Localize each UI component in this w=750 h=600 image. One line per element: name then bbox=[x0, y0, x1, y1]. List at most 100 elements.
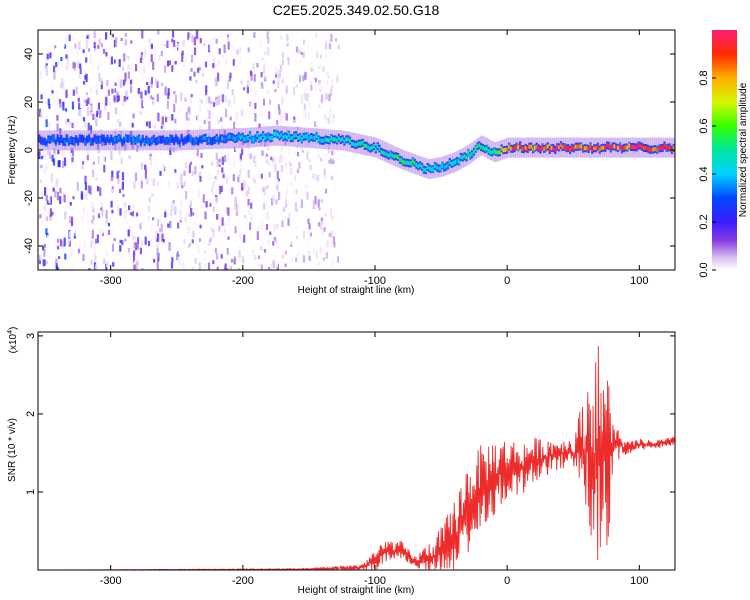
spectrogram-noise-cell bbox=[262, 98, 266, 106]
spectrogram-noise-cell bbox=[198, 262, 201, 270]
spectrogram-noise-cell bbox=[323, 174, 327, 180]
spectrogram-noise-cell bbox=[39, 214, 42, 219]
spectrogram-noise-cell bbox=[313, 121, 317, 127]
spectrogram-noise-cell bbox=[148, 62, 151, 68]
spectrogram-noise-cell bbox=[223, 44, 226, 54]
spectrogram-noise-cell bbox=[275, 262, 279, 268]
spectrogram-noise-cell bbox=[60, 239, 63, 247]
spectrogram-noise-cell bbox=[337, 45, 340, 49]
spectrogram-x-tick-label: -300 bbox=[100, 275, 122, 287]
spectrogram-signal-core bbox=[630, 145, 633, 149]
spectrogram-noise-cell bbox=[254, 89, 257, 97]
spectrogram-noise-cell bbox=[74, 67, 77, 71]
spectrogram-signal-core bbox=[113, 137, 117, 142]
spectrogram-noise-cell bbox=[85, 40, 88, 49]
spectrogram-noise-cell bbox=[64, 108, 68, 113]
spectrogram-noise-cell bbox=[110, 151, 113, 160]
spectrogram-noise-cell bbox=[286, 255, 289, 262]
spectrogram-signal-core bbox=[380, 149, 383, 154]
spectrogram-noise-cell bbox=[71, 101, 75, 110]
spectrogram-noise-cell bbox=[154, 62, 157, 68]
spectrogram-noise-cell bbox=[250, 214, 253, 222]
spectrogram-noise-cell bbox=[135, 76, 138, 84]
spectrogram-signal-core bbox=[308, 136, 311, 141]
spectrogram-noise-cell bbox=[315, 251, 318, 260]
spectrogram-signal-core bbox=[439, 166, 442, 171]
spectrogram-noise-cell bbox=[164, 209, 167, 218]
spectrogram-image bbox=[38, 30, 675, 270]
spectrogram-x-ticks: -300 -200 -100 0 100 bbox=[100, 30, 648, 287]
spectrogram-signal-core bbox=[297, 135, 300, 140]
spectrogram-noise-cell bbox=[71, 122, 74, 129]
spectrogram-noise-cell bbox=[89, 235, 92, 240]
spectrogram-signal-core bbox=[208, 138, 211, 143]
spectrogram-signal-core bbox=[300, 137, 304, 142]
spectrogram-x-tick-label: 100 bbox=[630, 275, 648, 287]
spectrogram-noise-cell bbox=[218, 161, 222, 165]
spectrogram-noise-cell bbox=[123, 42, 126, 46]
spectrogram-signal-core bbox=[119, 136, 122, 141]
spectrogram-noise-cell bbox=[139, 57, 142, 63]
spectrogram-noise-cell bbox=[334, 243, 337, 252]
spectrogram-noise-cell bbox=[221, 217, 224, 226]
spectrogram-noise-cell bbox=[289, 241, 292, 246]
spectrogram-noise-cell bbox=[111, 187, 114, 194]
spectrogram-noise-cell bbox=[317, 190, 320, 199]
snr-x-label: Height of straight line (km) bbox=[298, 585, 415, 596]
spectrogram-noise-cell bbox=[318, 92, 321, 100]
spectrogram-noise-cell bbox=[254, 154, 257, 162]
spectrogram-noise-cell bbox=[157, 112, 160, 122]
spectrogram-noise-cell bbox=[305, 93, 309, 101]
spectrogram-noise-cell bbox=[43, 248, 46, 257]
spectrogram-noise-cell bbox=[218, 48, 221, 55]
spectrogram-noise-cell bbox=[163, 65, 167, 73]
spectrogram-noise-cell bbox=[294, 81, 297, 86]
spectrogram-signal-core bbox=[500, 146, 503, 151]
spectrogram-signal-core bbox=[448, 160, 452, 165]
spectrogram-noise-cell bbox=[327, 53, 330, 62]
spectrogram-noise-cell bbox=[87, 33, 90, 40]
spectrogram-noise-cell bbox=[327, 214, 330, 221]
spectrogram-noise-cell bbox=[248, 101, 252, 107]
spectrogram-noise-cell bbox=[148, 121, 151, 129]
spectrogram-noise-cell bbox=[308, 250, 311, 259]
spectrogram-noise-cell bbox=[277, 178, 280, 182]
spectrogram-noise-cell bbox=[174, 94, 177, 104]
spectrogram-noise-cell bbox=[247, 47, 250, 53]
spectrogram-noise-cell bbox=[157, 252, 160, 262]
spectrogram-signal-core bbox=[95, 138, 98, 142]
spectrogram-noise-cell bbox=[93, 31, 96, 39]
spectrogram-noise-cell bbox=[105, 32, 108, 40]
spectrogram-noise-cell bbox=[212, 180, 215, 187]
spectrogram-signal-core bbox=[400, 158, 403, 163]
spectrogram-noise-cell bbox=[232, 46, 235, 54]
spectrogram-signal-core bbox=[637, 143, 640, 148]
snr-y-tick-label: 3 bbox=[25, 333, 37, 339]
spectrogram-noise-cell bbox=[276, 246, 280, 250]
spectrogram-noise-cell bbox=[201, 165, 204, 169]
spectrogram-noise-cell bbox=[280, 36, 283, 40]
colorbar-tick-label: 0.2 bbox=[698, 214, 710, 229]
spectrogram-noise-cell bbox=[160, 82, 164, 87]
spectrogram-signal-core bbox=[441, 163, 444, 168]
spectrogram-noise-cell bbox=[84, 175, 87, 184]
spectrogram-signal-core bbox=[282, 135, 285, 140]
spectrogram-noise-cell bbox=[61, 78, 64, 87]
spectrogram-noise-cell bbox=[272, 241, 275, 246]
spectrogram-signal-core bbox=[663, 143, 666, 148]
spectrogram-noise-cell bbox=[321, 196, 324, 204]
spectrogram-noise-cell bbox=[161, 233, 164, 242]
spectrogram-noise-cell bbox=[336, 75, 339, 83]
spectrogram-x-tick-label: -100 bbox=[364, 275, 386, 287]
spectrogram-noise-cell bbox=[198, 125, 202, 130]
spectrogram-noise-cell bbox=[121, 172, 125, 181]
spectrogram-noise-cell bbox=[279, 224, 282, 229]
spectrogram-noise-cell bbox=[288, 212, 291, 219]
spectrogram-signal-core bbox=[391, 153, 394, 158]
spectrogram-noise-cell bbox=[141, 268, 144, 270]
spectrogram-noise-cell bbox=[86, 214, 89, 221]
spectrogram-signal-core bbox=[515, 144, 518, 149]
spectrogram-signal-core bbox=[154, 139, 157, 144]
spectrogram-noise-cell bbox=[330, 88, 333, 97]
spectrogram-noise-cell bbox=[263, 249, 267, 253]
